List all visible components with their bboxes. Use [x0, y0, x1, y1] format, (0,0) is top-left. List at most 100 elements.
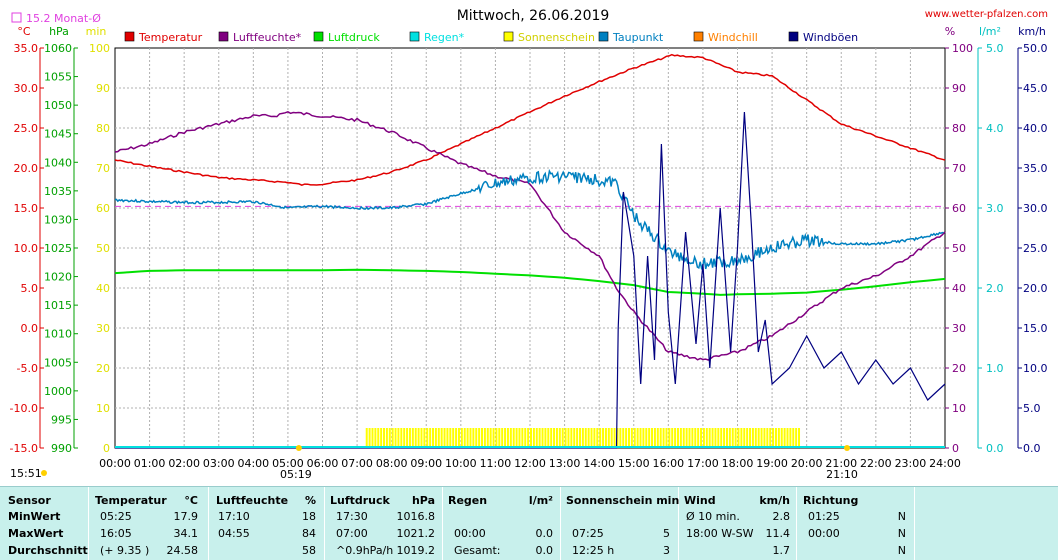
sunshine-bar: [414, 428, 417, 448]
sunshine-bar: [725, 428, 728, 448]
rain-tick-label: 2.0: [986, 282, 1004, 295]
temp-tick-label: 30.0: [14, 82, 39, 95]
sunshine-bar: [532, 428, 535, 448]
legend-label: Luftfeuchte*: [233, 31, 302, 44]
sun-tick-label: 50: [96, 242, 110, 255]
sunshine-bar: [469, 428, 472, 448]
legend-label: Taupunkt: [612, 31, 664, 44]
sunshine-bar: [581, 428, 584, 448]
table-cell-time: 01:25: [808, 510, 840, 523]
sun-tick-label: 20: [96, 362, 110, 375]
wind-tick-label: 35.0: [1023, 162, 1048, 175]
legend-label: Windchill: [708, 31, 758, 44]
pressure-tick-label: 995: [51, 413, 72, 426]
temp-tick-label: -10.0: [10, 402, 38, 415]
humidity-tick-label: 50: [952, 242, 966, 255]
sunshine-bar: [391, 428, 394, 448]
sunshine-bar: [535, 428, 538, 448]
sunshine-bar: [679, 428, 682, 448]
sunshine-bar: [371, 428, 374, 448]
sunshine-bar: [478, 428, 481, 448]
table-cell-time: 12:25 h: [572, 544, 615, 557]
humidity-tick-label: 0: [952, 442, 959, 455]
right-unit-label: l/m²: [979, 25, 1001, 38]
sun-tick-label: 60: [96, 202, 110, 215]
sunshine-bar: [763, 428, 766, 448]
table-cell-value: 1016.8: [396, 510, 436, 523]
sunshine-bar: [700, 428, 703, 448]
dewpoint-line: [114, 168, 944, 271]
sunshine-bar: [463, 428, 466, 448]
table-cell-time: 00:00: [808, 527, 840, 540]
sunshine-bar: [671, 428, 674, 448]
sunshine-bar: [625, 428, 628, 448]
sunshine-bar: [627, 428, 630, 448]
sunshine-bar: [697, 428, 700, 448]
x-tick-label: 08:00: [376, 457, 408, 470]
sunshine-bar: [460, 428, 463, 448]
legend-label: Luftdruck: [328, 31, 380, 44]
sunshine-bar: [512, 428, 515, 448]
table-cell-value: N: [897, 510, 906, 523]
sunshine-bar: [734, 428, 737, 448]
x-tick-label: 23:00: [895, 457, 927, 470]
table-divider: [914, 487, 915, 560]
table-cell-value: 18: [302, 510, 316, 523]
x-tick-label: 12:00: [514, 457, 546, 470]
rain-tick-label: 1.0: [986, 362, 1004, 375]
rain-tick-label: 4.0: [986, 122, 1004, 135]
pressure-tick-label: 1025: [44, 242, 72, 255]
sunshine-bar: [731, 428, 734, 448]
x-tick-label: 18:00: [722, 457, 754, 470]
sunshine-bar: [440, 428, 443, 448]
temp-tick-label: 5.0: [21, 282, 39, 295]
sunshine-bar: [766, 428, 769, 448]
sunshine-bar: [754, 428, 757, 448]
x-tick-label: 11:00: [480, 457, 512, 470]
table-cell-value: 24.58: [166, 544, 199, 557]
sunshine-bar: [648, 428, 651, 448]
table-header-unit: %: [304, 494, 316, 507]
sunshine-bar: [674, 428, 677, 448]
table-cell-time: 00:00: [454, 527, 486, 540]
wind-tick-label: 20.0: [1023, 282, 1048, 295]
sunshine-bar: [573, 428, 576, 448]
wind-tick-label: 50.0: [1023, 42, 1048, 55]
humidity-tick-label: 20: [952, 362, 966, 375]
wind-tick-label: 25.0: [1023, 242, 1048, 255]
table-cell-value: 17.9: [173, 510, 199, 523]
sunshine-bar: [400, 428, 403, 448]
sunshine-bar: [380, 428, 383, 448]
sunshine-bar: [590, 428, 593, 448]
sunshine-bar: [783, 428, 786, 448]
corner-time: 15:51: [10, 467, 42, 480]
table-cell-time: ^0.9hPa/h: [336, 544, 394, 557]
rain-tick-label: 3.0: [986, 202, 1004, 215]
sunshine-bar: [619, 428, 622, 448]
humidity-tick-label: 70: [952, 162, 966, 175]
sunshine-bar: [795, 428, 798, 448]
table-cell-time: 17:10: [218, 510, 250, 523]
legend-swatch: [218, 31, 229, 42]
table-header: Wind: [684, 494, 716, 507]
sunshine-bar: [602, 428, 605, 448]
sunset-label: 21:10: [826, 468, 858, 481]
legend-swatch: [313, 31, 324, 42]
sunshine-bar: [403, 428, 406, 448]
x-tick-label: 07:00: [341, 457, 373, 470]
sunshine-bar: [567, 428, 570, 448]
sunshine-bar: [388, 428, 391, 448]
sun-tick-label: 80: [96, 122, 110, 135]
table-cell-value: 1021.2: [396, 527, 436, 540]
table-row-label: Durchschnitt: [8, 544, 88, 557]
sunshine-bar: [694, 428, 697, 448]
sunshine-bar: [740, 428, 743, 448]
sun-tick-label: 90: [96, 82, 110, 95]
sunshine-bar: [475, 428, 478, 448]
temp-tick-label: 15.0: [14, 202, 39, 215]
sunshine-bar: [374, 428, 377, 448]
sunshine-bar: [555, 428, 558, 448]
sunset-icon: [844, 445, 851, 451]
table-header: Sensor: [8, 494, 51, 507]
pressure-tick-label: 1050: [44, 99, 72, 112]
